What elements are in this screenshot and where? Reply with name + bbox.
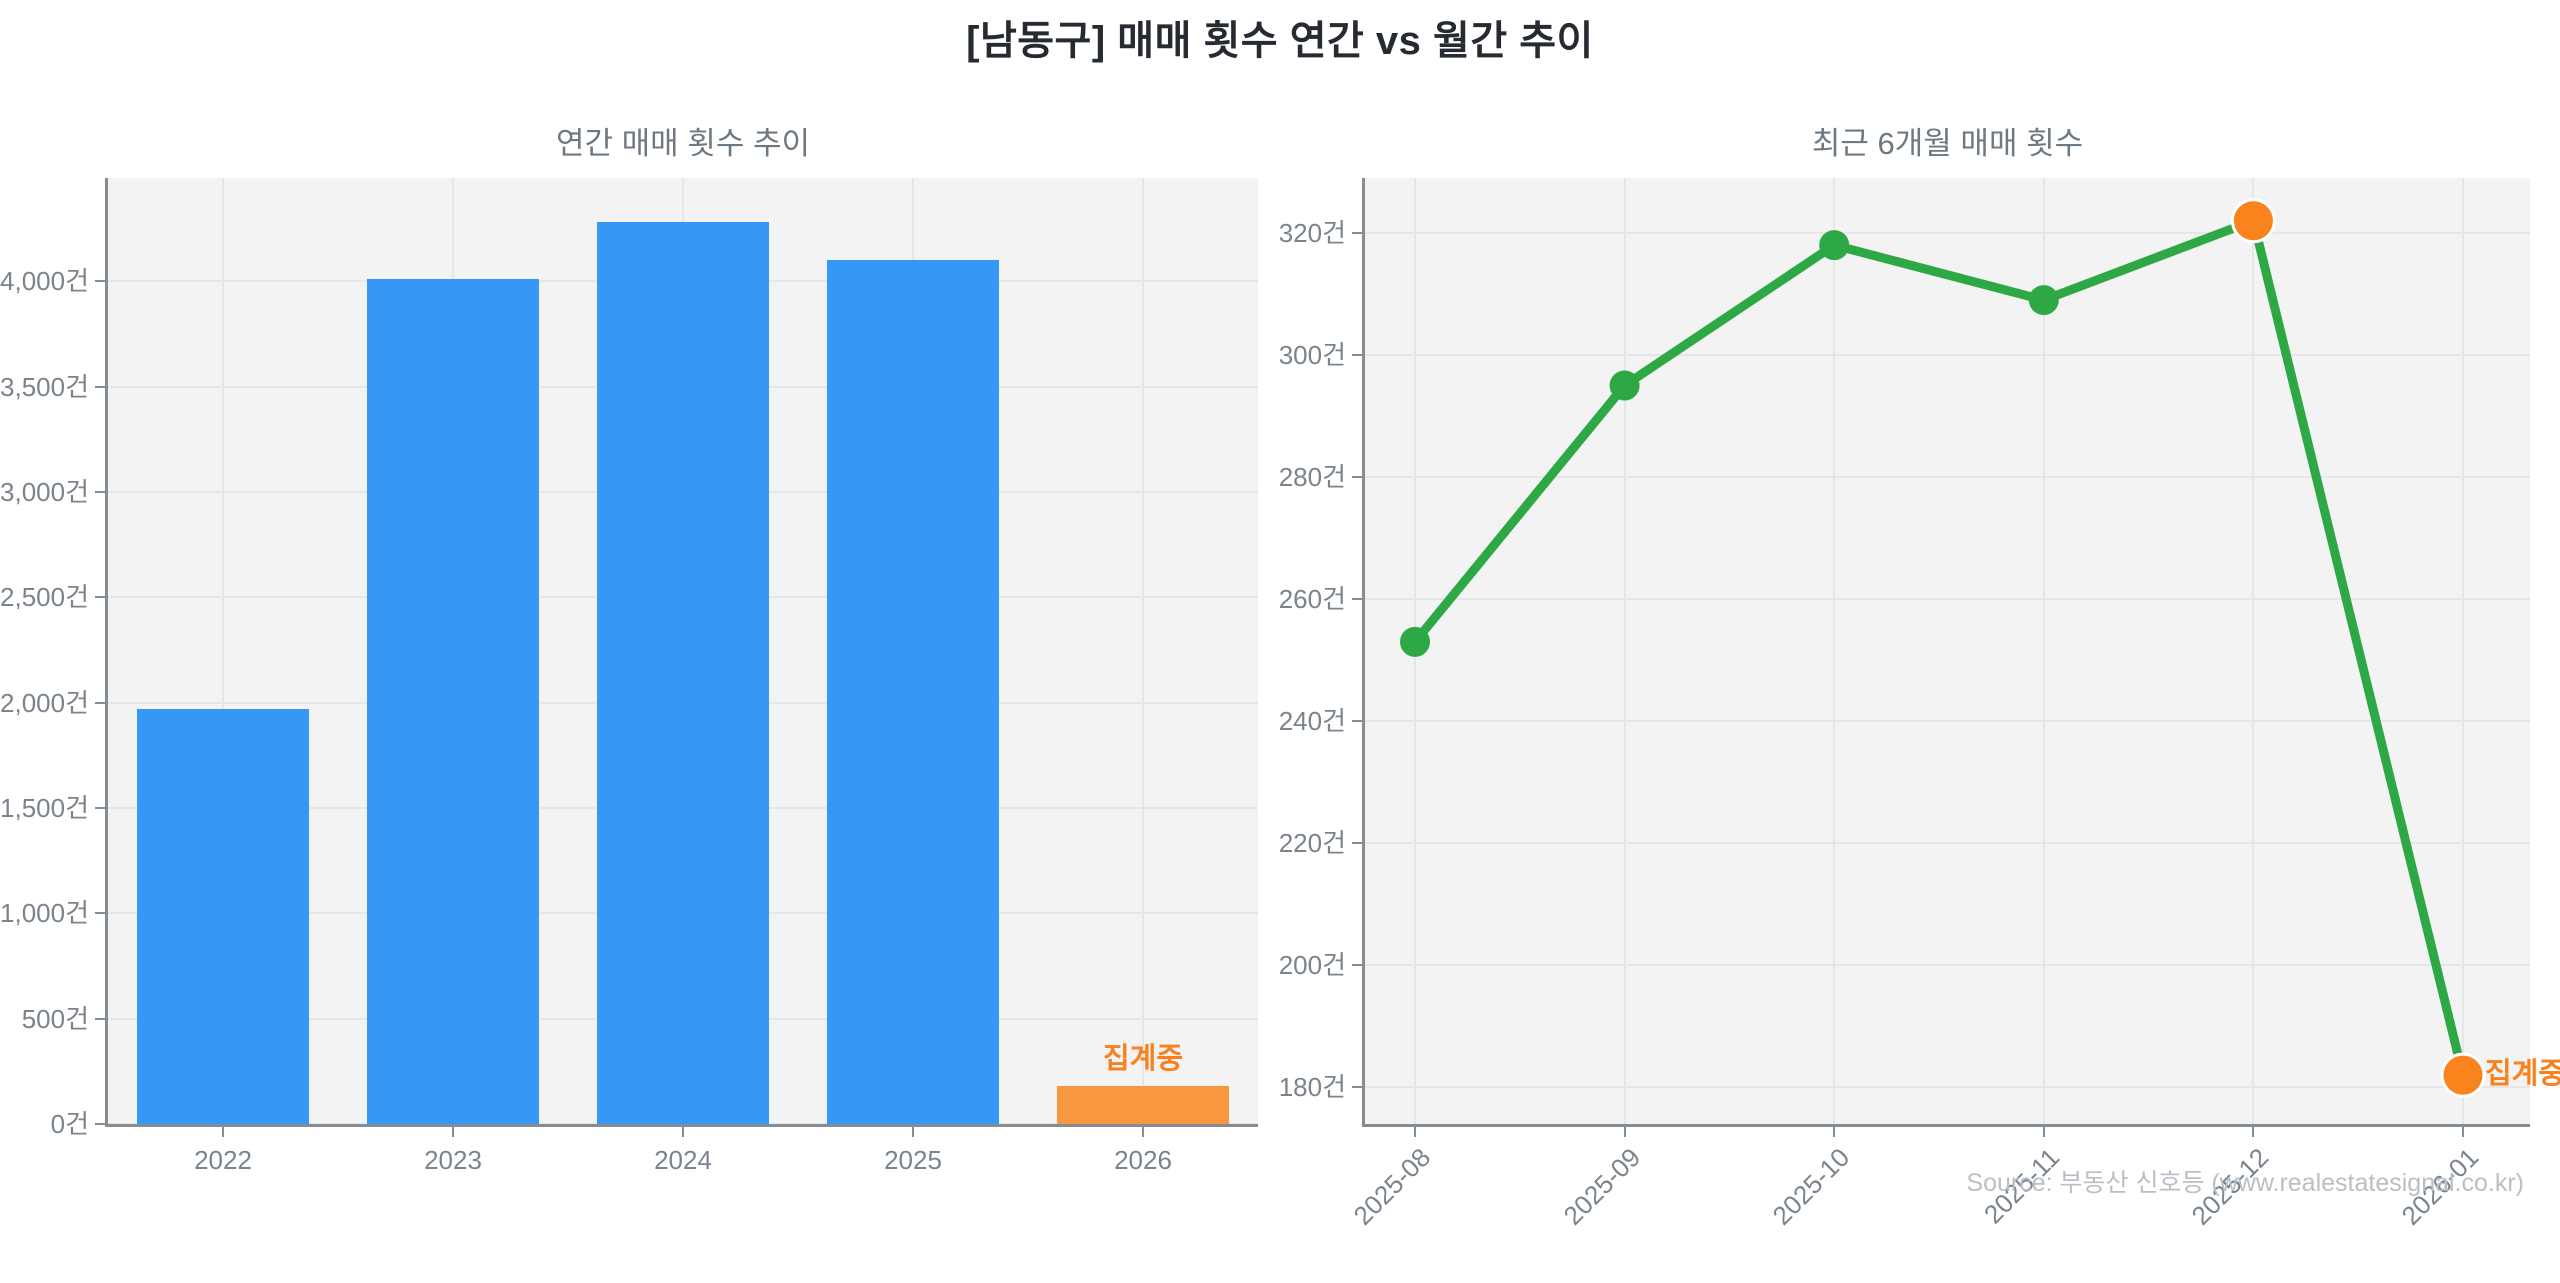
gridline-vertical [2462,178,2464,1124]
y-tick-mark [95,806,105,809]
y-tick-label: 280건 [1278,462,1346,493]
y-tick-mark [95,912,105,915]
x-tick-label: 2022 [194,1145,252,1175]
bar-2024 [596,222,770,1124]
gridline-horizontal [1365,353,2530,356]
y-tick-mark [95,280,105,283]
x-tick-mark [912,1127,914,1137]
estimate-badge-line: 집계중 [2485,1058,2560,1091]
x-tick-label: 2025-09 [1557,1142,1646,1231]
gridline-horizontal [1365,476,2530,479]
gridline-vertical [222,178,224,1124]
y-tick-label: 2,000건 [0,687,89,718]
data-point-2025-12 [2230,198,2276,244]
x-tick-mark [222,1127,224,1137]
y-tick-label: 220건 [1278,828,1346,859]
y-tick-mark [1352,598,1362,601]
y-tick-label: 260건 [1278,584,1346,615]
y-tick-mark [95,701,105,704]
data-point-2026-01 [2440,1052,2486,1098]
y-tick-label: 3,000건 [0,476,89,507]
bar-2022 [136,708,310,1124]
bar-chart-title: 연간 매매 횟수 추이 [556,126,810,161]
gridline-horizontal [1365,964,2530,967]
x-tick-mark [1414,1127,1416,1137]
x-axis-spine [1362,1124,2530,1127]
gridline-vertical [1623,178,1626,1124]
gridline-vertical [2042,178,2045,1124]
x-axis-spine [105,1124,1258,1127]
bar-2023 [366,279,540,1124]
gridline-vertical [1833,178,1836,1124]
y-tick-mark [1352,476,1362,479]
data-point-2025-11 [2028,285,2059,316]
y-tick-mark [1352,1086,1362,1089]
gridline-horizontal [1365,598,2530,601]
y-tick-label: 180건 [1278,1072,1346,1103]
y-tick-label: 320건 [1278,217,1346,248]
gridline-horizontal [1365,842,2530,845]
monthly-line-chart-panel: 최근 6개월 매매 횟수 180건 200건 220건 240건 260건 280건 300… [1279,90,2560,1234]
estimate-badge-bar: 집계중 [1102,1043,1184,1076]
x-tick-label: 2024 [654,1145,712,1175]
x-tick-label: 2023 [424,1145,482,1175]
y-tick-mark [1352,842,1362,845]
x-tick-mark [1833,1127,1836,1137]
x-tick-mark [1623,1127,1626,1137]
y-axis-spine [105,178,108,1127]
y-tick-label: 4,000건 [0,266,89,297]
plot-area [1365,178,2530,1124]
y-tick-mark [1352,720,1362,723]
y-tick-mark [1352,964,1362,967]
trend-line [1410,216,2468,1080]
x-tick-label: 2025-08 [1347,1142,1437,1231]
gridline-horizontal [1365,720,2530,723]
x-tick-mark [2042,1127,2045,1137]
trend-line-canvas [1400,198,2486,1098]
y-tick-label: 1,500건 [0,792,89,823]
data-point-2025-10 [1819,230,1850,261]
y-tick-label: 300건 [1278,339,1346,370]
y-tick-label: 0건 [50,1109,89,1139]
y-tick-label: 1,000건 [0,898,89,929]
x-tick-mark [682,1127,684,1137]
line-chart-title: 최근 6개월 매매 횟수 [1811,126,2084,161]
x-tick-mark [452,1127,454,1137]
annual-bar-chart-panel: 연간 매매 횟수 추이 0건 500건 1,000건 1,500건 2,000건 2,50… [0,90,1280,1234]
y-tick-mark [95,490,105,493]
x-tick-mark [2252,1127,2255,1137]
y-tick-mark [95,385,105,388]
y-tick-mark [95,596,105,599]
source-credit: Source: 부동산 신호등 (www.realestatesignal.co… [1966,1169,2524,1197]
y-tick-label: 200건 [1278,950,1346,981]
y-tick-label: 240건 [1278,706,1346,737]
gridline-vertical [2252,178,2255,1124]
x-tick-label: 2025 [884,1145,942,1175]
gridline-vertical [1142,178,1144,1124]
x-tick-label: 2026 [1114,1145,1172,1175]
gridline-horizontal [1365,231,2530,234]
data-point-2025-08 [1400,626,1430,657]
gridline-horizontal [1365,1086,2530,1089]
y-tick-mark [1352,353,1362,356]
page-title: [남동구] 매매 횟수 연간 vs 월간 추이 [966,19,1594,63]
x-tick-mark [2462,1127,2464,1137]
bar-2025 [826,260,1000,1124]
bar-2026 [1056,1086,1230,1124]
y-tick-label: 500건 [21,1003,89,1034]
y-tick-label: 3,500건 [0,371,89,402]
x-tick-mark [1142,1127,1144,1137]
y-axis-spine [1362,178,1365,1127]
data-point-2025-09 [1609,370,1640,401]
y-tick-mark [95,1017,105,1020]
y-tick-mark [1352,231,1362,234]
x-tick-label: 2025-10 [1766,1142,1856,1231]
y-tick-mark [95,1123,105,1125]
y-tick-label: 2,500건 [0,582,89,613]
